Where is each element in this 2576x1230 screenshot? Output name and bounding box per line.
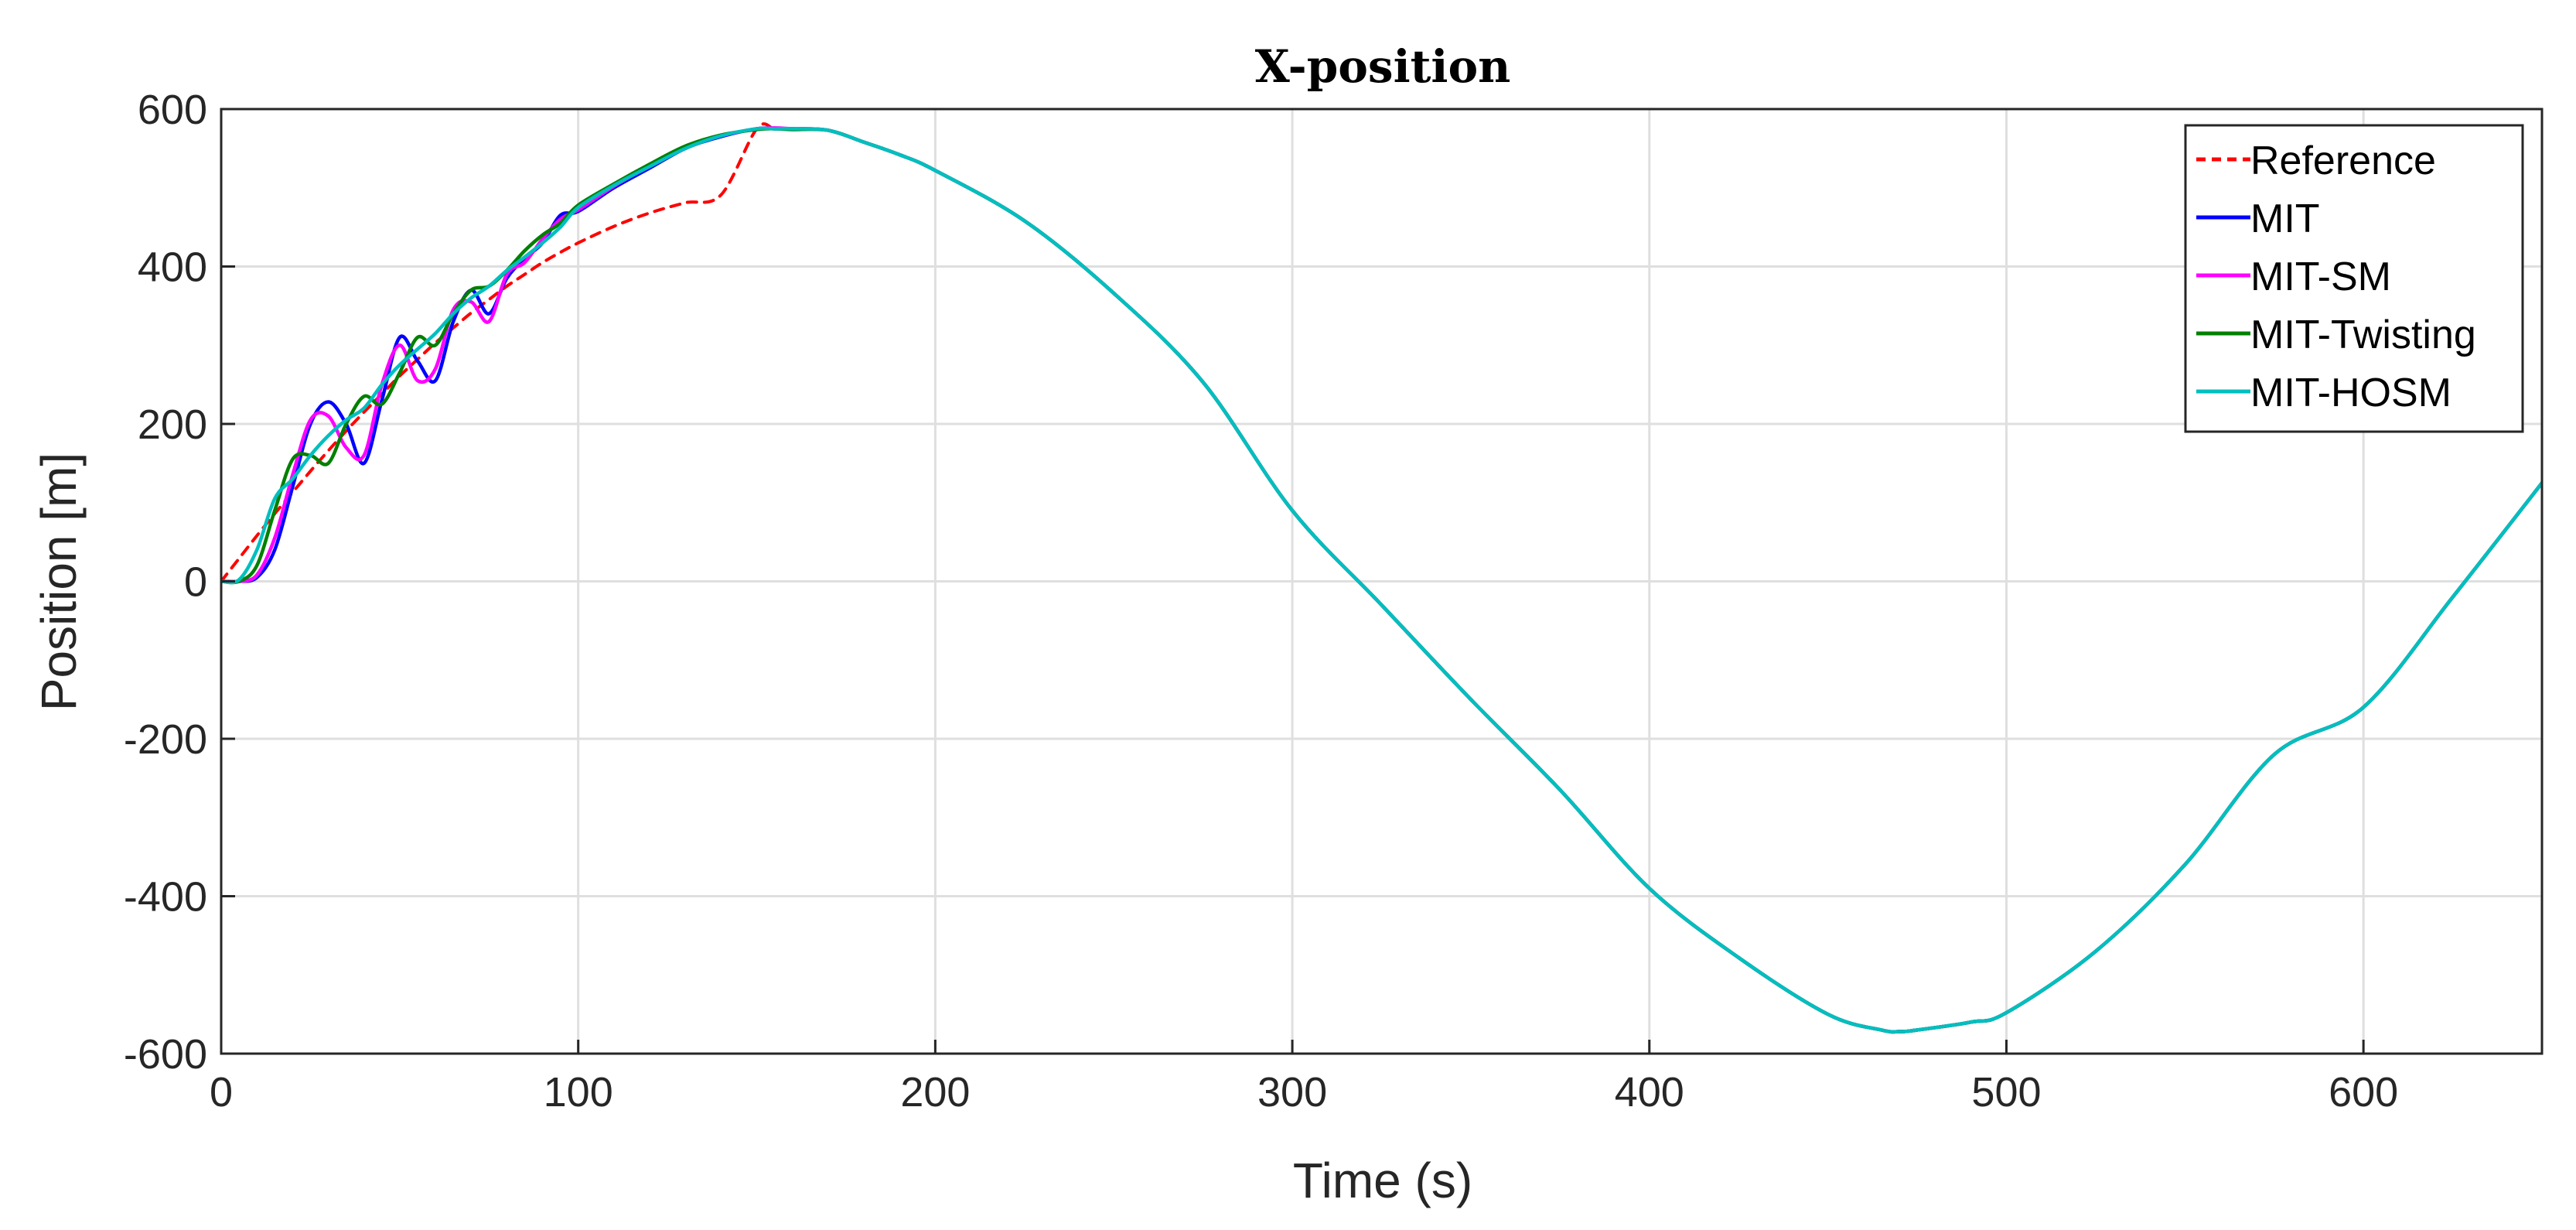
legend-label-mit-sm: MIT-SM: [2250, 255, 2391, 299]
chart-title: X-position: [1255, 40, 1511, 93]
x-tick-label: 500: [1971, 1069, 2041, 1116]
x-tick-label: 0: [210, 1069, 233, 1116]
y-tick-label: -200: [124, 716, 207, 763]
y-tick-label: 400: [138, 244, 207, 291]
legend-box: [2184, 124, 2524, 433]
legend-label-mit: MIT: [2250, 196, 2320, 241]
y-tick-label: 200: [138, 401, 207, 448]
series-line-mit-hosm: [221, 126, 2542, 1034]
x-tick-label: 200: [900, 1069, 970, 1116]
y-tick-label: 600: [138, 87, 207, 133]
x-tick-label: 600: [2329, 1069, 2398, 1116]
legend: Reference MIT MIT-SM MIT-Twisting MIT-HOSM: [2184, 124, 2524, 433]
x-tick-labels: 0 100 200 300 400 500 600: [210, 1069, 2398, 1116]
x-tick-label: 300: [1257, 1069, 1327, 1116]
x-tick-label: 100: [544, 1069, 613, 1116]
tick-marks: [220, 108, 2365, 1055]
y-tick-label: -600: [124, 1031, 207, 1078]
y-tick-label: -400: [124, 874, 207, 921]
x-tick-label: 400: [1615, 1069, 1684, 1116]
series-lines: [221, 122, 2542, 1034]
y-axis-label: Position [m]: [31, 453, 87, 711]
y-tick-label: 0: [184, 559, 207, 606]
legend-label-mit-twisting: MIT-Twisting: [2250, 313, 2476, 357]
y-tick-labels: -600 -400 -200 0 200 400 600: [124, 87, 207, 1078]
legend-label-mit-hosm: MIT-HOSM: [2250, 371, 2451, 415]
x-axis-label: Time (s): [1293, 1153, 1472, 1208]
legend-label-reference: Reference: [2250, 138, 2436, 183]
